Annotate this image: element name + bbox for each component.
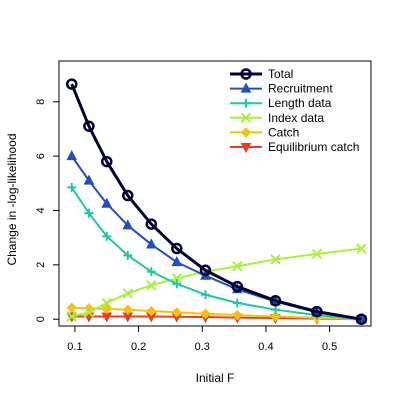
- data-point-length-data: [67, 182, 77, 192]
- data-point-index-data: [146, 280, 157, 291]
- data-point-recruitment: [122, 219, 134, 230]
- data-point-catch: [200, 308, 211, 319]
- x-tick-label: 0.4: [258, 341, 273, 353]
- y-tick-label: 2: [35, 262, 47, 268]
- y-tick-label: 4: [35, 207, 47, 213]
- data-point-length-data: [102, 231, 112, 241]
- data-point-catch: [101, 303, 112, 315]
- x-tick-label: 0.1: [67, 341, 82, 353]
- x-tick-label: 0.5: [322, 341, 337, 353]
- legend-label-equilibrium-catch: Equilibrium catch: [268, 140, 359, 154]
- data-point-recruitment: [171, 256, 183, 267]
- series-catch: [66, 302, 367, 325]
- data-point-index-data: [232, 260, 243, 272]
- legend-item-recruitment: Recruitment: [230, 82, 333, 96]
- y-tick-label: 0: [35, 316, 47, 322]
- x-tick-label: 0.2: [131, 341, 146, 353]
- legend-item-equilibrium-catch: Equilibrium catch: [230, 140, 359, 154]
- data-point-total: [122, 189, 134, 202]
- series-line-total: [70, 83, 362, 321]
- data-point-total: [311, 305, 323, 318]
- data-point-total: [171, 242, 183, 255]
- data-point-total: [231, 280, 244, 293]
- legend-marker-recruitment: [240, 82, 252, 93]
- data-point-total: [355, 313, 368, 325]
- data-point-catch: [66, 302, 77, 313]
- data-point-length-data: [84, 208, 94, 218]
- data-point-recruitment: [66, 150, 78, 161]
- legend-label-catch: Catch: [268, 125, 299, 139]
- data-point-total: [199, 264, 212, 277]
- legend-marker-equilibrium-catch: [240, 143, 252, 154]
- data-point-recruitment: [83, 174, 95, 185]
- legend-item-total: Total: [230, 67, 293, 81]
- legend-label-recruitment: Recruitment: [268, 82, 333, 96]
- data-point-index-data: [122, 288, 133, 299]
- data-point-index-data: [66, 311, 77, 322]
- data-point-recruitment: [101, 197, 113, 208]
- data-point-index-data: [311, 248, 323, 260]
- data-point-length-data: [123, 250, 133, 260]
- data-point-index-data: [83, 307, 95, 318]
- data-point-total: [269, 294, 282, 307]
- legend-marker-catch: [240, 127, 252, 138]
- legend-label-total: Total: [268, 67, 293, 81]
- data-point-recruitment: [145, 238, 157, 249]
- legend-marker-total: [240, 68, 252, 80]
- data-point-index-data: [356, 243, 367, 254]
- data-point-total: [83, 120, 95, 132]
- data-point-length-data: [200, 290, 210, 300]
- x-axis: 0.1 0.2 0.3 0.4 0.5: [67, 326, 337, 353]
- plot-frame: [58, 60, 372, 327]
- legend-item-length-data: Length data: [230, 96, 332, 110]
- data-point-catch: [270, 311, 281, 322]
- legend-marker-index-data: [240, 112, 252, 124]
- data-point-catch: [146, 305, 157, 317]
- x-tick-label: 0.3: [195, 341, 210, 353]
- y-tick-label: 6: [35, 153, 47, 159]
- legend-item-catch: Catch: [230, 125, 299, 139]
- data-point-length-data: [172, 279, 182, 289]
- legend-label-length-data: Length data: [268, 96, 332, 110]
- data-point-total: [65, 78, 78, 90]
- x-axis-label: Initial F: [196, 371, 235, 385]
- legend-marker-length-data: [241, 98, 251, 108]
- y-tick-label: 8: [35, 99, 47, 105]
- data-point-length-data: [232, 298, 242, 308]
- series-total: [65, 78, 368, 325]
- data-point-length-data: [270, 305, 280, 315]
- data-point-index-data: [270, 254, 281, 265]
- y-axis: 0 2 4 6 8: [35, 99, 59, 322]
- data-point-length-data: [146, 267, 156, 277]
- series-layer: [65, 78, 368, 326]
- data-point-catch: [232, 309, 243, 321]
- y-axis-label: Change in -log-likelihood: [5, 133, 19, 265]
- data-point-total: [101, 155, 113, 168]
- data-point-catch: [122, 304, 133, 315]
- data-point-index-data: [101, 297, 112, 309]
- data-point-total: [145, 218, 158, 230]
- legend-label-index-data: Index data: [268, 111, 324, 125]
- data-point-catch: [171, 307, 183, 318]
- legend-item-index-data: Index data: [230, 111, 324, 125]
